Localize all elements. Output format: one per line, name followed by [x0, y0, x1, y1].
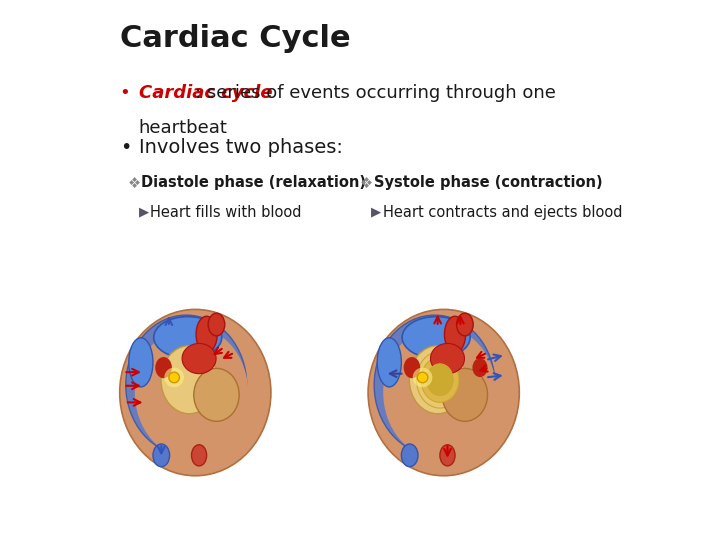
Text: Heart fills with blood: Heart fills with blood [150, 205, 302, 220]
Ellipse shape [402, 316, 470, 358]
Ellipse shape [153, 444, 170, 467]
Ellipse shape [156, 357, 172, 378]
Ellipse shape [129, 338, 153, 387]
Circle shape [413, 368, 432, 387]
Ellipse shape [421, 357, 459, 402]
Ellipse shape [377, 338, 401, 387]
Ellipse shape [427, 364, 453, 396]
Text: •: • [120, 138, 131, 157]
Text: Involves two phases:: Involves two phases: [138, 138, 343, 157]
Ellipse shape [442, 368, 487, 421]
Text: •: • [120, 84, 130, 102]
Ellipse shape [120, 309, 271, 476]
Ellipse shape [431, 343, 464, 374]
Circle shape [164, 368, 184, 387]
Text: : series of events occurring through one: : series of events occurring through one [195, 84, 556, 102]
Text: ❖: ❖ [128, 176, 141, 191]
Ellipse shape [161, 346, 217, 414]
Text: ▶: ▶ [371, 205, 381, 218]
Text: heartbeat: heartbeat [138, 119, 228, 137]
Ellipse shape [401, 444, 418, 467]
Ellipse shape [409, 346, 466, 414]
Text: Heart contracts and ejects blood: Heart contracts and ejects blood [383, 205, 622, 220]
Ellipse shape [444, 316, 466, 353]
Ellipse shape [368, 309, 519, 476]
Ellipse shape [383, 326, 497, 458]
Ellipse shape [208, 313, 225, 336]
Ellipse shape [440, 445, 455, 466]
Circle shape [168, 372, 179, 383]
Ellipse shape [416, 352, 464, 408]
Text: Cardiac cycle: Cardiac cycle [138, 84, 272, 102]
Text: Cardiac Cycle: Cardiac Cycle [120, 24, 351, 53]
Ellipse shape [135, 326, 248, 458]
Text: Diastole phase (relaxation): Diastole phase (relaxation) [141, 176, 366, 191]
Ellipse shape [374, 315, 495, 455]
Ellipse shape [192, 445, 207, 466]
Text: Systole phase (contraction): Systole phase (contraction) [374, 176, 602, 191]
Ellipse shape [154, 316, 222, 358]
Ellipse shape [194, 368, 239, 421]
Ellipse shape [196, 316, 217, 353]
Ellipse shape [182, 343, 216, 374]
Ellipse shape [456, 313, 473, 336]
Ellipse shape [472, 358, 487, 377]
Text: ▶: ▶ [138, 205, 149, 218]
Circle shape [418, 372, 428, 383]
Ellipse shape [126, 315, 247, 455]
Ellipse shape [404, 357, 420, 378]
Text: ❖: ❖ [360, 176, 373, 191]
